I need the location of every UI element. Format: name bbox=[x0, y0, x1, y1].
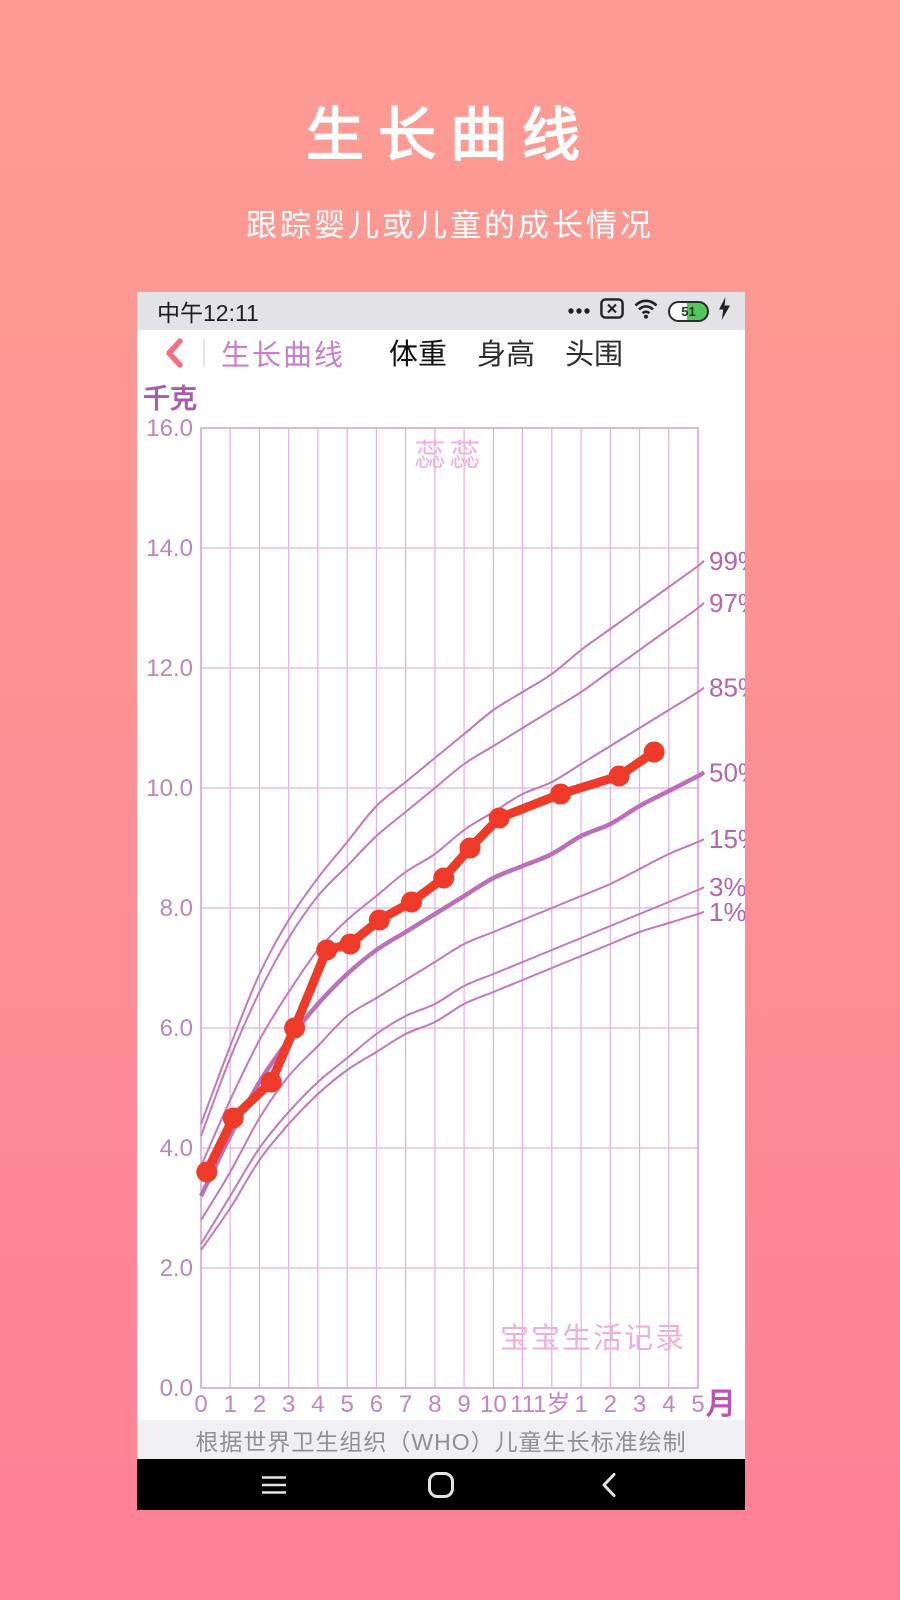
x-tick-label: 8 bbox=[428, 1391, 441, 1418]
page-title: 生长曲线 bbox=[305, 103, 594, 168]
x-tick-label: 6 bbox=[370, 1391, 383, 1418]
menu-icon bbox=[262, 1475, 286, 1494]
home-button[interactable] bbox=[411, 1471, 471, 1499]
baby-weight-point bbox=[284, 1017, 306, 1039]
baby-weight-point bbox=[401, 891, 422, 913]
sim-missing-icon bbox=[600, 298, 624, 324]
baby-weight-point bbox=[550, 783, 572, 805]
tab-weight[interactable]: 体重 bbox=[389, 331, 447, 375]
more-dots-icon bbox=[567, 302, 591, 320]
x-tick-label: 7 bbox=[399, 1391, 412, 1418]
x-tick-label: 0 bbox=[194, 1391, 207, 1418]
back-nav-button[interactable] bbox=[578, 1471, 638, 1499]
percentile-curve-3% bbox=[200, 886, 705, 1245]
baby-weight-point bbox=[339, 933, 361, 955]
nav-bar: 生长曲线 体重 身高 头围 bbox=[137, 330, 745, 376]
growth-chart: 16.014.012.010.08.06.04.02.00.00 1 2 3 4 5 6 7 8… bbox=[143, 383, 745, 1420]
status-time: 中午12:11 bbox=[157, 300, 259, 326]
baby-weight-point bbox=[608, 765, 630, 787]
y-tick-label: 12.0 bbox=[146, 655, 193, 682]
baby-weight-point bbox=[316, 939, 338, 961]
y-tick-label: 6.0 bbox=[160, 1015, 193, 1042]
x-tick-label: 10 bbox=[480, 1391, 507, 1418]
percentile-curve-99% bbox=[200, 560, 705, 1125]
wifi-icon bbox=[633, 298, 659, 324]
percentile-label-15%: 15% bbox=[709, 824, 745, 854]
battery-percent: 51 bbox=[681, 303, 696, 319]
y-tick-label: 4.0 bbox=[160, 1135, 193, 1162]
tab-head-circumference[interactable]: 头围 bbox=[565, 339, 624, 371]
baby-weight-point bbox=[488, 807, 510, 829]
hero-header: 生长曲线 跟踪婴儿或儿童的成长情况 bbox=[0, 0, 900, 245]
baby-weight-point bbox=[196, 1161, 218, 1183]
percentile-label-3%: 3% bbox=[709, 872, 745, 902]
baby-weight-point bbox=[459, 837, 481, 859]
charging-bolt-icon bbox=[718, 297, 731, 325]
percentile-curve-15% bbox=[200, 838, 705, 1221]
baby-weight-point bbox=[222, 1107, 244, 1129]
y-tick-label: 2.0 bbox=[160, 1255, 193, 1282]
percentile-curve-97% bbox=[200, 602, 705, 1137]
y-tick-label: 14.0 bbox=[146, 535, 193, 562]
status-bar: 中午12:11 51 bbox=[137, 292, 745, 330]
x-tick-label: 1岁 bbox=[533, 1391, 570, 1418]
y-tick-label: 0.0 bbox=[160, 1375, 193, 1402]
x-tick-label: 4 bbox=[662, 1391, 675, 1418]
percentile-label-85%: 85% bbox=[709, 673, 745, 703]
percentile-label-97%: 97% bbox=[709, 588, 745, 618]
x-tick-label: 1 bbox=[224, 1391, 237, 1418]
baby-weight-point bbox=[368, 909, 390, 931]
status-icons: 51 bbox=[567, 297, 731, 325]
baby-weight-point bbox=[433, 867, 455, 889]
back-button[interactable] bbox=[163, 336, 185, 370]
nav-title: 生长曲线 bbox=[221, 340, 346, 372]
x-tick-label: 4 bbox=[311, 1391, 324, 1418]
x-tick-label: 5 bbox=[341, 1391, 354, 1418]
x-tick-label: 2 bbox=[604, 1391, 617, 1418]
baby-weight-point bbox=[643, 741, 665, 763]
x-tick-label: 3 bbox=[282, 1391, 295, 1418]
growth-chart-area[interactable]: 16.0 14.0 12.0 10.0 8.0 6.0 4.0 2.0 0.0 0 1 2 3 4 5 6 7 8… bbox=[137, 376, 745, 1420]
chevron-left-icon bbox=[166, 338, 183, 368]
y-tick-label: 8.0 bbox=[160, 895, 193, 922]
x-tick-label: 11 bbox=[510, 1391, 535, 1418]
y-tick-label: 16.0 bbox=[146, 415, 193, 442]
home-icon bbox=[428, 1471, 454, 1498]
page-subtitle: 跟踪婴儿或儿童的成长情况 bbox=[246, 208, 654, 243]
tab-bar: 体重 身高 头围 bbox=[389, 331, 653, 375]
percentile-curve-85% bbox=[200, 686, 705, 1167]
percentile-label-99%: 99% bbox=[709, 546, 745, 576]
x-tick-label: 9 bbox=[457, 1391, 470, 1418]
plot-border bbox=[200, 427, 699, 1389]
percentile-label-1%: 1% bbox=[709, 897, 745, 927]
baby-weight-point bbox=[260, 1071, 282, 1093]
x-tick-label: 1 bbox=[574, 1391, 587, 1418]
percentile-curve-50% bbox=[199, 770, 706, 1197]
phone-frame: 中午12:11 51 bbox=[137, 292, 745, 1510]
watermark-brand: 宝宝生活记录 bbox=[500, 1322, 686, 1355]
y-axis-unit: 千克 bbox=[143, 383, 197, 414]
nav-divider bbox=[203, 339, 205, 367]
x-axis-unit: 月 bbox=[706, 1388, 736, 1420]
watermark-baby-name: 蕊蕊 bbox=[415, 438, 485, 473]
footer-text: 根据世界卫生组织（WHO）儿童生长标准绘制 bbox=[195, 1428, 687, 1455]
percentile-curve-1% bbox=[200, 910, 705, 1251]
x-tick-label: 5 bbox=[691, 1391, 704, 1418]
menu-button[interactable] bbox=[244, 1475, 304, 1495]
y-tick-label: 10.0 bbox=[146, 775, 193, 802]
x-tick-label: 2 bbox=[253, 1391, 266, 1418]
android-nav-bar bbox=[137, 1459, 745, 1510]
percentile-label-50%: 50% bbox=[709, 757, 745, 787]
x-tick-label: 3 bbox=[633, 1391, 646, 1418]
back-icon bbox=[602, 1472, 615, 1497]
battery-icon: 51 bbox=[668, 300, 709, 322]
footer-band: 根据世界卫生组织（WHO）儿童生长标准绘制 bbox=[137, 1420, 745, 1459]
tab-height[interactable]: 身高 bbox=[477, 339, 536, 371]
